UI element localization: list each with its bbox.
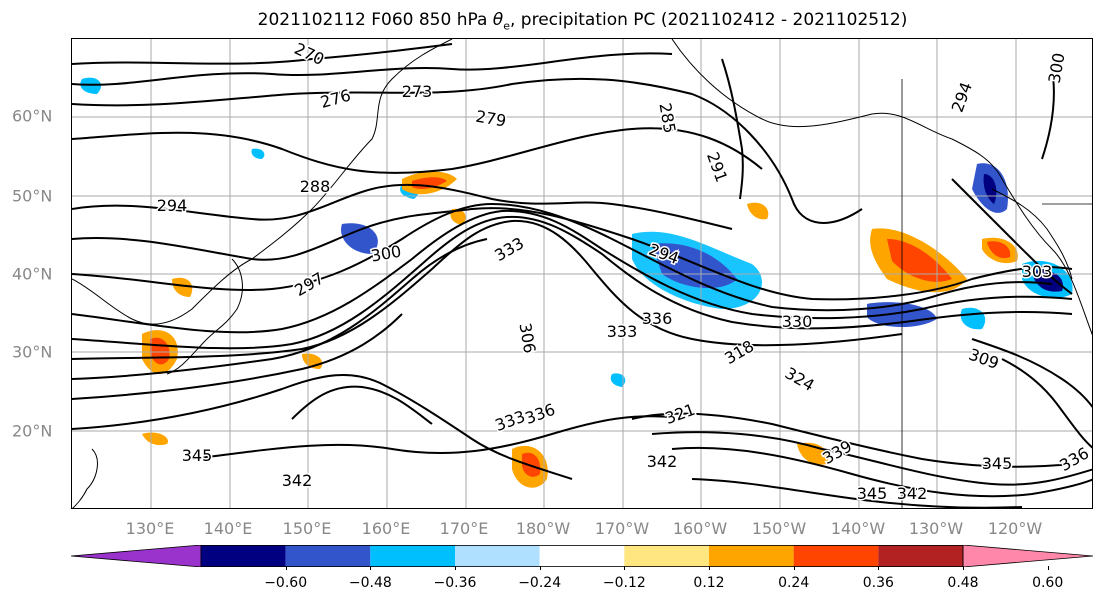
- latitude-label: 20°N: [12, 421, 53, 441]
- contour-label: 288: [300, 177, 331, 196]
- longitude-label: 170°W: [594, 519, 650, 538]
- contour-label: 300: [1045, 51, 1069, 84]
- longitude-label: 150°E: [282, 519, 332, 538]
- latitude-label: 50°N: [12, 186, 53, 206]
- colorbar-tick-label: 0.36: [862, 575, 894, 591]
- contour-label: 345: [182, 446, 213, 465]
- colorbar-segment: [201, 545, 286, 567]
- contour-label: 318: [721, 336, 757, 368]
- contour-label: 303: [1022, 262, 1053, 281]
- contour-label: 309: [966, 345, 1001, 373]
- longitude-label: 150°W: [751, 519, 807, 538]
- colorbar-segment: [455, 545, 540, 567]
- longitude-label: 180°W: [515, 519, 571, 538]
- colorbar-tick-label: −0.36: [433, 575, 477, 591]
- chart-title: 2021102112 F060 850 hPa θe, precipitatio…: [257, 10, 908, 33]
- colorbar-tick-mark: [285, 566, 287, 570]
- contour-label: 297: [291, 268, 327, 300]
- colorbar-segment: [370, 545, 455, 567]
- colorbar-tick-label: −0.12: [602, 575, 646, 591]
- contour-label: 291: [703, 150, 731, 185]
- colorbar-segments: [71, 545, 1093, 567]
- contour-label: 342: [897, 484, 928, 503]
- contour-label: 342: [282, 471, 313, 490]
- contour-label: 279: [474, 107, 507, 131]
- colorbar-tick-label: 0.48: [947, 575, 979, 591]
- longitude-label: 130°E: [125, 519, 175, 538]
- contour-label: 333: [491, 233, 527, 265]
- colorbar-tick-mark: [1047, 566, 1049, 570]
- latitude-label: 60°N: [12, 106, 53, 126]
- longitude-label: 160°E: [361, 519, 411, 538]
- contour-label: 333: [607, 322, 638, 341]
- latitude-label: 40°N: [12, 264, 53, 284]
- colorbar: [71, 545, 1093, 567]
- colorbar-segment: [539, 545, 625, 567]
- contour-label: 330: [782, 312, 813, 331]
- colorbar-segment: [624, 545, 709, 567]
- contour-label: 345: [857, 484, 888, 503]
- coastlines: [72, 39, 1092, 508]
- colorbar-tick-mark: [539, 566, 541, 570]
- contour-label: 300: [369, 242, 402, 266]
- contour-label: 321: [663, 400, 698, 428]
- colorbar-tick-label: −0.60: [264, 575, 308, 591]
- map-panel: 270 273 276 279 285 291 288 294 294 294 300 297 300 3…: [71, 38, 1093, 509]
- contour-label: 345: [982, 454, 1013, 473]
- graticule: [72, 39, 1092, 508]
- contour-label: 294: [157, 196, 188, 215]
- longitude-label: 160°W: [672, 519, 728, 538]
- colorbar-tick-mark: [370, 566, 372, 570]
- theta-e-contours: [72, 43, 1092, 508]
- colorbar-tick-mark: [878, 566, 880, 570]
- longitude-label: 130°W: [908, 519, 964, 538]
- contour-label: 336: [642, 309, 673, 328]
- colorbar-tick-mark: [709, 566, 710, 570]
- contour-label: 324: [782, 363, 818, 395]
- colorbar-tick-label: 0.12: [693, 575, 725, 591]
- contour-label: 276: [318, 86, 352, 112]
- colorbar-tick-mark: [624, 566, 626, 570]
- contour-label: 270: [291, 39, 327, 69]
- contour-label: 294: [948, 80, 976, 115]
- colorbar-segment: [709, 545, 794, 567]
- contour-label: 273: [402, 82, 433, 101]
- longitude-label: 170°E: [439, 519, 489, 538]
- longitude-label: 140°E: [203, 519, 253, 538]
- colorbar-segment: [793, 545, 879, 567]
- colorbar-tick-label: 0.60: [1032, 575, 1064, 591]
- longitude-label: 140°W: [830, 519, 886, 538]
- latitude-label: 30°N: [12, 342, 53, 362]
- contour-label: 342: [647, 452, 678, 471]
- colorbar-tick-mark: [793, 566, 795, 570]
- colorbar-segment: [285, 545, 371, 567]
- contour-label: 336: [523, 400, 558, 428]
- colorbar-tick-mark: [455, 566, 456, 570]
- longitude-label: 120°W: [987, 519, 1043, 538]
- colorbar-tick-label: −0.48: [348, 575, 392, 591]
- colorbar-segment: [878, 545, 963, 567]
- contour-label: 306: [515, 321, 539, 354]
- contour-label: 285: [655, 101, 679, 134]
- colorbar-extend-low: [71, 545, 202, 567]
- colorbar-tick-label: −0.24: [518, 575, 562, 591]
- colorbar-tick-mark: [963, 566, 964, 570]
- colorbar-frame: [200, 545, 964, 567]
- colorbar-tick-label: 0.24: [778, 575, 810, 591]
- colorbar-extend-high: [962, 545, 1093, 567]
